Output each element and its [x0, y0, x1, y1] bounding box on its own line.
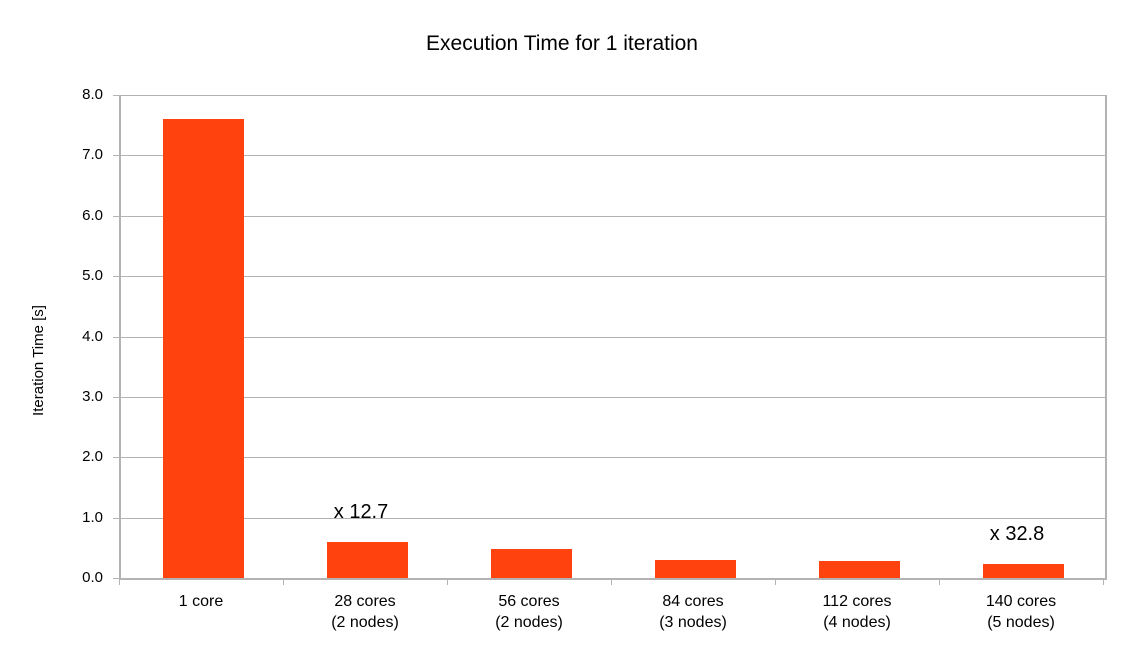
y-axis-title: Iteration Time [s]	[26, 119, 50, 602]
y-axis-tick	[113, 276, 119, 278]
y-tick-label: 2.0	[82, 448, 103, 466]
y-axis-tick	[113, 517, 119, 519]
speedup-annotation: x 32.8	[989, 523, 1045, 546]
gridline	[121, 276, 1105, 278]
chart-title: Execution Time for 1 iteration	[426, 32, 698, 55]
x-axis-tick	[119, 578, 120, 585]
y-axis-tick	[113, 155, 119, 157]
x-axis-tick	[1103, 578, 1104, 585]
y-axis-tick	[113, 578, 119, 579]
x-category-label: 1 core	[178, 593, 224, 610]
bar-1-core	[162, 119, 244, 578]
bar-28-cores	[326, 541, 408, 578]
plot-area	[119, 95, 1107, 580]
x-axis-tick	[775, 578, 776, 585]
y-tick-label: 0.0	[82, 569, 103, 586]
y-axis-tick	[113, 95, 119, 96]
y-tick-label: 8.0	[82, 86, 103, 103]
bar-56-cores	[490, 549, 572, 578]
y-axis-title-text: Iteration Time [s]	[29, 305, 47, 416]
y-tick-label: 1.0	[82, 508, 103, 526]
gridline	[121, 215, 1105, 217]
y-tick-label: 4.0	[82, 327, 103, 345]
bar-112-cores	[818, 561, 900, 578]
y-tick-label: 6.0	[82, 206, 103, 224]
gridline	[121, 517, 1105, 519]
x-category-label: 84 cores (3 nodes)	[659, 593, 727, 631]
bar-140-cores	[982, 564, 1064, 578]
x-category-label: 28 cores (2 nodes)	[331, 593, 399, 631]
x-axis-tick	[283, 578, 284, 585]
y-tick-label: 3.0	[82, 387, 103, 405]
gridline	[121, 95, 1105, 96]
y-tick-label: 7.0	[82, 146, 103, 164]
x-axis-tick	[447, 578, 448, 585]
x-category-label: 140 cores (5 nodes)	[985, 593, 1057, 631]
gridline	[121, 396, 1105, 398]
y-axis-tick	[113, 336, 119, 338]
y-axis-tick	[113, 457, 119, 459]
x-axis-tick	[939, 578, 940, 585]
speedup-annotation: x 12.7	[333, 500, 389, 523]
gridline	[121, 336, 1105, 338]
bar-84-cores	[654, 559, 736, 578]
x-category-label: 56 cores (2 nodes)	[495, 593, 563, 631]
y-tick-label: 5.0	[82, 267, 103, 285]
x-category-label: 112 cores (4 nodes)	[822, 593, 892, 631]
y-axis-tick	[113, 215, 119, 217]
y-axis-tick	[113, 396, 119, 398]
gridline	[121, 155, 1105, 157]
gridline	[121, 457, 1105, 459]
x-axis-tick	[611, 578, 612, 585]
